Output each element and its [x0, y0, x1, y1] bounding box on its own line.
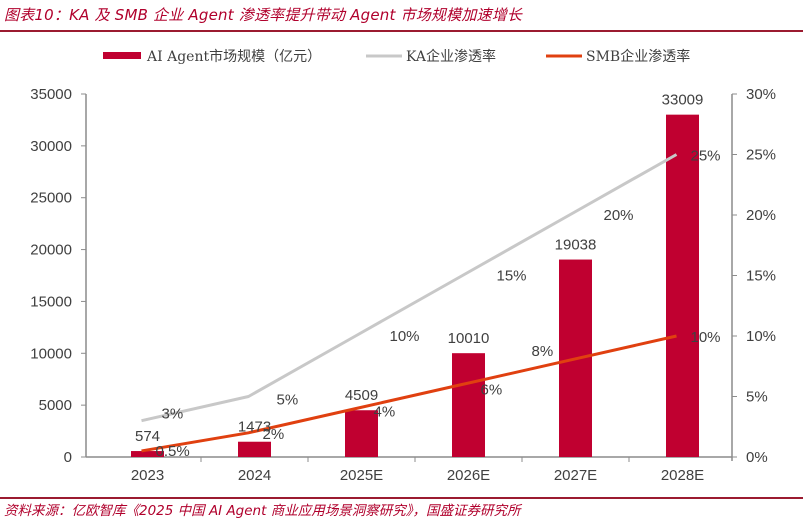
bar-value-label: 574 [135, 428, 160, 445]
left-axis-tick-label: 15000 [30, 293, 72, 310]
left-axis-tick-label: 0 [64, 449, 72, 466]
x-axis-tick-label: 2025E [340, 467, 383, 484]
ka-value-label: 10% [390, 328, 420, 345]
smb-value-label: 10% [691, 329, 721, 346]
right-axis-tick-label: 10% [746, 328, 776, 345]
ka-value-label: 15% [497, 268, 527, 285]
bar [238, 441, 271, 457]
bar-value-label: 10010 [448, 330, 490, 347]
smb-value-label: 4% [374, 404, 396, 421]
right-axis-tick-label: 25% [746, 147, 776, 164]
left-axis-tick-label: 10000 [30, 345, 72, 362]
left-axis-tick-label: 25000 [30, 190, 72, 207]
x-axis-tick-label: 2023 [131, 467, 164, 484]
legend-swatch-bar [103, 52, 141, 59]
legend-label-smb: SMB企业渗透率 [586, 48, 690, 65]
bar-value-label: 19038 [555, 237, 597, 254]
line-series [141, 153, 678, 453]
smb-value-label: 8% [532, 343, 554, 360]
axes: 0 5000 10000 15000 20000 25000 30000 35000 0% 5% 1… [30, 86, 776, 484]
smb-value-label: 0.5% [156, 443, 190, 460]
bottom-divider [0, 497, 803, 499]
bar [345, 410, 378, 457]
legend-label-bar: AI Agent市场规模（亿元） [146, 48, 321, 65]
bar-series [131, 114, 699, 458]
left-axis-tick-label: 5000 [39, 397, 72, 414]
ka-value-label: 3% [162, 406, 184, 423]
left-axis-tick-label: 35000 [30, 86, 72, 103]
top-divider [0, 30, 803, 32]
smb-value-label: 2% [263, 426, 285, 443]
right-axis-tick-label: 30% [746, 86, 776, 103]
left-axis-tick-label: 20000 [30, 242, 72, 259]
smb-line [141, 334, 677, 453]
legend-label-ka: KA企业渗透率 [406, 48, 496, 65]
x-axis-tick-label: 2028E [661, 467, 704, 484]
bar-value-label: 33009 [662, 92, 704, 109]
ka-value-label: 20% [604, 207, 634, 224]
left-axis-tick-label: 30000 [30, 138, 72, 155]
ka-line [141, 153, 678, 423]
x-axis-tick-label: 2024 [238, 467, 271, 484]
ka-value-label: 25% [691, 148, 721, 165]
x-axis-tick-label: 2027E [554, 467, 597, 484]
data-labels: 574 1473 4509 10010 19038 33009 3% 5% 10% 15% 20% 2… [135, 92, 721, 460]
bar-value-label: 4509 [345, 387, 378, 404]
bar [131, 451, 164, 457]
right-axis-tick-label: 20% [746, 207, 776, 224]
figure-title: 图表10：KA 及 SMB 企业 Agent 渗透率提升带动 Agent 市场规… [4, 6, 523, 24]
right-axis-tick-label: 15% [746, 268, 776, 285]
ka-value-label: 5% [277, 392, 299, 409]
source-note: 资料来源：亿欧智库《2025 中国 AI Agent 商业应用场景洞察研究》，国… [4, 503, 521, 519]
right-axis-tick-label: 5% [746, 389, 768, 406]
bar [666, 114, 699, 458]
bar-value-label: 1473 [238, 419, 271, 436]
smb-value-label: 6% [481, 381, 503, 398]
right-axis-tick-label: 0% [746, 449, 768, 466]
x-axis-tick-label: 2026E [447, 467, 490, 484]
bar [452, 353, 485, 457]
legend: AI Agent市场规模（亿元） KA企业渗透率 SMB企业渗透率 [103, 48, 690, 65]
